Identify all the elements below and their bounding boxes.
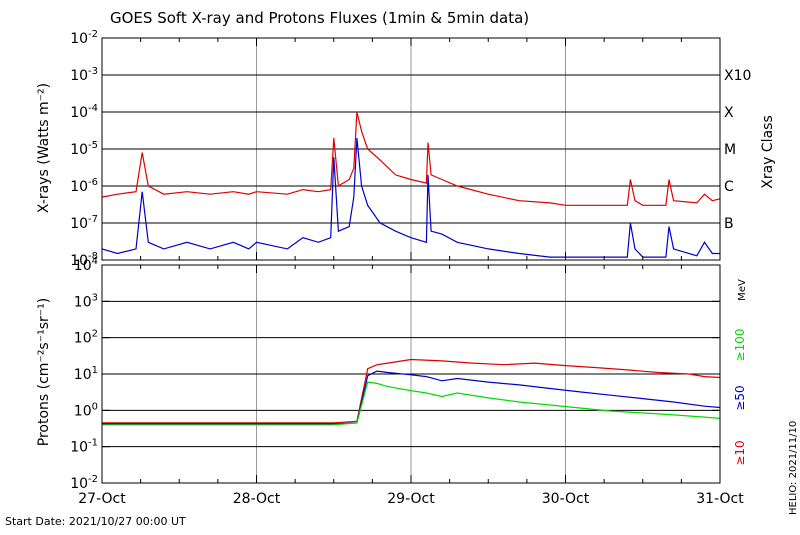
series-line [102,381,721,426]
y-tick-label: 10-7 [70,214,98,232]
xray-class-tick: M [724,142,736,158]
x-tick-label: 27-Oct [78,491,126,507]
panel-xray: 10-8 10-7 10-6 10-5 10-4 10-3 10-2 [70,29,721,269]
xray-class-tick: B [724,216,734,232]
xray-class-label: Xray Class [760,115,776,189]
helio-credit: HELIO: 2021/11/10 [788,421,799,515]
y-tick-label: 10-2 [70,474,98,492]
y-tick-label: 102 [74,329,98,347]
y-tick-label: 101 [74,365,98,383]
energy-channel-label: ≥100 [733,329,747,362]
x-tick-label: 30-Oct [542,491,590,507]
y-tick-label: 10-2 [70,29,98,47]
series-line [101,111,721,206]
y-tick-label: 100 [74,401,98,419]
xray-class-tick: C [724,179,734,195]
x-tick-label: 29-Oct [387,491,435,507]
x-tick-label: 28-Oct [233,491,281,507]
proton-ylabel: Protons (cm⁻²s⁻¹sr⁻¹) [36,298,52,447]
panel-protons: 10-2 10-1 100 101 102 103 104 [70,256,721,492]
y-tick-label: 10-1 [70,438,98,456]
y-tick-label: 10-4 [70,103,98,121]
xray-ylabel: X-rays (Watts m⁻²) [36,83,52,213]
x-tick-label: 31-Oct [696,491,744,507]
energy-channel-label: ≥50 [733,385,747,410]
y-tick-label: 104 [74,256,98,274]
chart-title: GOES Soft X-ray and Protons Fluxes (1min… [110,9,529,27]
start-date: Start Date: 2021/10/27 00:00 UT [5,515,186,528]
xray-class-tick: X [724,105,734,121]
series-line [101,137,720,258]
y-tick-label: 10-8 [70,251,98,269]
y-tick-label: 10-6 [70,177,98,195]
xray-class-tick: X10 [724,68,751,84]
mev-label: MeV [737,279,748,301]
series-line [102,358,721,424]
energy-channel-label: ≥10 [733,440,747,465]
y-tick-label: 103 [74,292,98,310]
y-tick-label: 10-3 [70,66,98,84]
y-tick-label: 10-5 [70,140,98,158]
